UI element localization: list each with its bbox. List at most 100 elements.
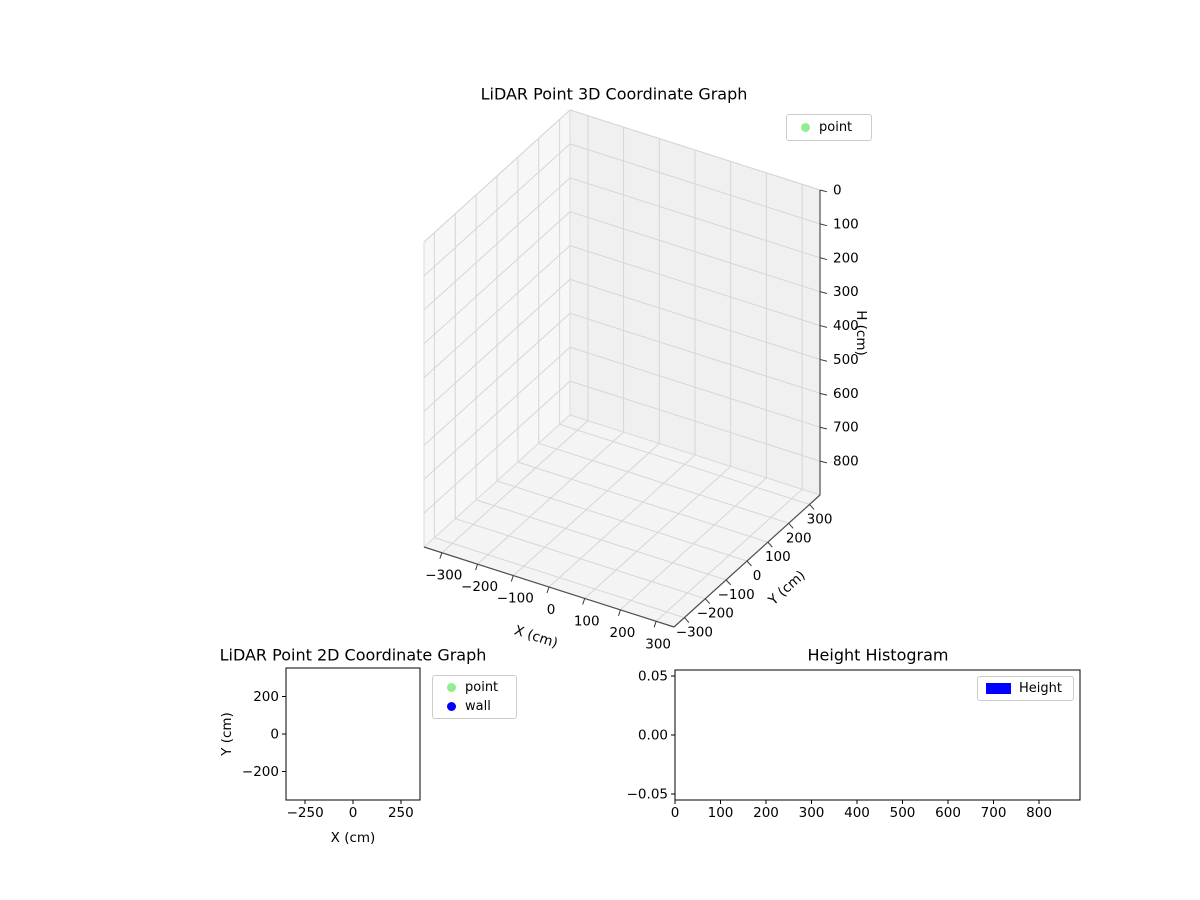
tick-3d xyxy=(617,609,621,617)
plot3d-axes: −300−200−1000100200300−300−200−100010020… xyxy=(423,108,859,652)
grid-line-3d xyxy=(569,380,821,462)
y3d-tick-label: −100 xyxy=(718,587,755,603)
grid-line-3d xyxy=(569,278,821,360)
plot2d-xlabel: X (cm) xyxy=(330,830,376,846)
point-marker-icon xyxy=(447,683,456,692)
tick-3d xyxy=(819,223,828,227)
x-tick-label: 250 xyxy=(388,805,414,821)
y-tick-label: 0.05 xyxy=(638,668,668,684)
tick-3d xyxy=(725,579,732,586)
tick-3d xyxy=(767,541,773,548)
x3d-tick-label: −100 xyxy=(497,591,534,607)
tick-3d xyxy=(819,392,828,396)
y3d-tick-label: 0 xyxy=(753,568,762,584)
grid-line-3d xyxy=(559,423,810,505)
x-tick-label: 700 xyxy=(981,805,1007,821)
y-tick-label: −200 xyxy=(242,764,279,780)
hist-axes: 0 100 200 300 400 500 600 700 800 −0.05 0.00 0.05 xyxy=(627,668,1081,821)
y-tick-label: −0.05 xyxy=(627,787,668,803)
tick-3d xyxy=(819,426,828,430)
grid-line-3d xyxy=(496,480,748,562)
grid-line-3d xyxy=(569,143,821,225)
z3d-tick-label: 300 xyxy=(833,284,859,300)
grid-line-3d xyxy=(434,537,685,619)
x3d-tick-label: 300 xyxy=(645,636,671,652)
grid-line-3d xyxy=(423,346,571,480)
x-tick-label: 0 xyxy=(671,805,680,821)
legend-label: point xyxy=(819,120,853,135)
grid-line-3d xyxy=(475,499,727,581)
x-tick-label: 100 xyxy=(708,805,734,821)
legend-label: wall xyxy=(465,699,491,714)
grid-line-3d xyxy=(423,177,571,311)
grid-line-3d xyxy=(423,143,571,277)
tick-3d xyxy=(819,325,828,328)
tick-3d xyxy=(746,560,752,567)
z3d-tick-label: 200 xyxy=(833,250,859,266)
grid-line-3d xyxy=(423,279,571,412)
grid-line-3d xyxy=(569,177,821,259)
z3d-tick-label: 800 xyxy=(833,454,859,470)
y3d-tick-label: 100 xyxy=(765,549,791,565)
x3d-tick-label: 200 xyxy=(610,625,636,641)
grid-line-3d xyxy=(569,109,821,191)
x-tick-label: −250 xyxy=(287,805,324,821)
hist-legend: Height xyxy=(977,676,1074,701)
z3d-tick-label: 400 xyxy=(833,318,859,334)
point-marker-icon xyxy=(801,123,810,132)
plot2d-title: LiDAR Point 2D Coordinate Graph xyxy=(219,645,487,665)
y3d-tick-label: −300 xyxy=(676,625,713,641)
grid-line-3d xyxy=(455,518,706,600)
tick-3d xyxy=(819,460,828,464)
grid-line-3d xyxy=(423,109,571,243)
legend-entry-point: point xyxy=(440,678,509,697)
plot2d-axes: −250 0 250 −200 0 200 xyxy=(242,667,421,821)
legend-entry-height: Height xyxy=(985,679,1066,698)
plot2d-ylabel: Y (cm) xyxy=(219,712,235,756)
tick-3d xyxy=(788,522,794,529)
grid-line-3d xyxy=(423,380,571,514)
tick-3d xyxy=(819,358,828,362)
tick-3d xyxy=(439,552,443,559)
x-tick-label: 600 xyxy=(935,805,961,821)
y3d-tick-label: −200 xyxy=(697,606,734,622)
hist-title: Height Histogram xyxy=(807,645,949,665)
x3d-tick-label: −300 xyxy=(425,568,462,584)
z3d-tick-label: 100 xyxy=(833,216,859,232)
z3d-tick-label: 500 xyxy=(833,352,859,368)
legend-label: Height xyxy=(1019,681,1062,696)
grid-line-3d xyxy=(538,442,789,524)
tick-3d xyxy=(546,586,550,594)
tick-3d xyxy=(819,189,828,193)
x-tick-label: 300 xyxy=(799,805,825,821)
x-tick-label: 400 xyxy=(844,805,870,821)
y-tick-label: 0.00 xyxy=(638,728,668,744)
tick-3d xyxy=(653,621,657,628)
tick-3d xyxy=(684,617,690,623)
z3d-tick-label: 600 xyxy=(833,386,859,402)
legend-entry-point: point xyxy=(794,118,864,137)
grid-line-3d xyxy=(423,312,571,446)
legend-label: point xyxy=(465,680,499,695)
tick-3d xyxy=(819,257,828,261)
tick-3d xyxy=(704,598,711,605)
plot3d-title: LiDAR Point 3D Coordinate Graph xyxy=(480,84,748,104)
height-patch-icon xyxy=(986,683,1011,694)
y3d-tick-label: 300 xyxy=(807,511,833,527)
grid-line-3d xyxy=(569,245,821,327)
z3d-tick-label: 0 xyxy=(833,183,842,199)
tick-3d xyxy=(582,598,586,605)
x-tick-label: 0 xyxy=(349,805,358,821)
grid-line-3d xyxy=(569,211,821,293)
x-tick-label: 800 xyxy=(1026,805,1052,821)
grid-line-3d xyxy=(423,245,571,378)
tick-3d xyxy=(819,291,828,294)
tick-3d xyxy=(809,504,815,510)
z3d-tick-label: 700 xyxy=(833,420,859,436)
grid-line-3d xyxy=(423,211,571,345)
tick-3d xyxy=(510,575,514,582)
legend-entry-wall: wall xyxy=(440,697,509,716)
x3d-tick-label: 0 xyxy=(547,602,556,618)
